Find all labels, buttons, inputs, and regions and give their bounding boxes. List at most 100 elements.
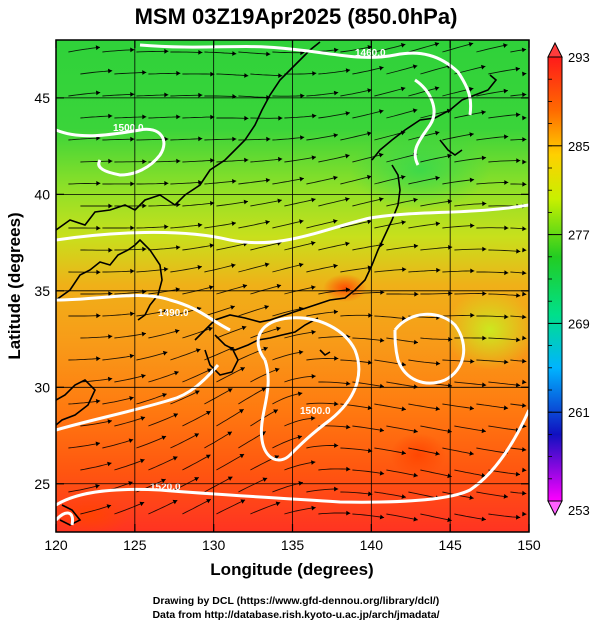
streamline — [272, 351, 304, 361]
wind-arrowhead — [108, 247, 113, 253]
streamline — [170, 433, 200, 449]
streamline — [442, 403, 475, 410]
streamline — [238, 95, 271, 99]
wind-arrowhead — [412, 64, 418, 69]
wind-arrowhead — [522, 226, 527, 232]
streamline — [318, 381, 351, 385]
streamline — [476, 271, 509, 274]
streamline — [216, 408, 244, 427]
wind-arrowhead — [240, 367, 245, 372]
streamline — [250, 241, 282, 251]
wind-arrowhead — [345, 197, 350, 202]
streamline — [306, 92, 339, 97]
streamline — [476, 359, 509, 363]
wind-arrowhead — [276, 326, 281, 332]
wind-arrowhead — [239, 409, 244, 414]
streamline — [80, 462, 112, 471]
streamline — [340, 132, 372, 141]
contour-label: 1490.0 — [158, 308, 189, 319]
wind-arrowhead — [244, 157, 249, 163]
wind-arrowhead — [263, 346, 268, 352]
streamline — [408, 359, 441, 365]
streamline — [68, 400, 101, 405]
wind-arrowhead — [129, 353, 134, 359]
wind-arrowhead — [311, 197, 316, 203]
wind-arrowhead — [447, 428, 452, 434]
streamline — [272, 136, 305, 141]
streamline — [238, 477, 268, 493]
wind-arrowhead — [504, 270, 509, 276]
wind-arrowhead — [522, 403, 527, 408]
streamline — [250, 284, 282, 295]
wind-arrowhead — [210, 71, 215, 77]
streamline — [182, 116, 215, 119]
streamline — [386, 109, 418, 119]
streamline — [250, 502, 281, 515]
colorbar-label: 293 — [568, 50, 590, 65]
wind-arrowhead — [481, 64, 486, 70]
streamline — [216, 453, 245, 471]
wind-arrowhead — [333, 263, 338, 269]
wind-arrowhead — [231, 221, 236, 226]
wind-arrowhead — [516, 514, 521, 520]
wind-arrowhead — [297, 435, 302, 440]
streamline — [420, 425, 452, 433]
streamline — [272, 177, 304, 185]
streamline — [408, 269, 441, 273]
streamline — [68, 182, 101, 185]
streamline — [340, 46, 372, 53]
wind-arrowhead — [469, 86, 474, 92]
streamline — [238, 51, 271, 55]
wind-arrowhead — [242, 284, 248, 289]
wind-arrowhead — [515, 382, 521, 388]
streamline — [182, 159, 215, 163]
wind-arrowhead — [107, 376, 113, 382]
streamline — [250, 73, 283, 77]
wind-arrowhead — [367, 88, 372, 93]
streamline — [284, 198, 316, 207]
wind-arrowhead — [107, 461, 112, 467]
streamline — [306, 311, 339, 317]
wind-arrowhead — [174, 370, 179, 376]
wind-arrowhead — [401, 406, 406, 412]
wind-arrowhead — [244, 115, 249, 121]
streamline — [488, 337, 521, 341]
streamline — [306, 357, 339, 361]
streamline — [136, 94, 169, 97]
wind-arrowhead — [95, 399, 101, 404]
warm-anomaly-honshu — [323, 274, 367, 302]
wind-arrowhead — [142, 203, 147, 209]
streamline — [340, 220, 372, 229]
streamline — [238, 387, 267, 405]
contour-east-upper — [413, 78, 436, 166]
chart-title: MSM 03Z19Apr2025 (850.0hPa) — [135, 4, 458, 29]
wind-arrowhead — [522, 291, 527, 297]
streamline — [420, 513, 452, 521]
wind-arrowhead — [195, 348, 201, 353]
wind-arrowhead — [128, 481, 133, 486]
streamline — [114, 332, 147, 339]
wind-arrowhead — [274, 367, 280, 373]
contour-1520 — [56, 409, 529, 507]
wind-arrowhead — [469, 132, 474, 137]
wind-arrowhead — [481, 516, 486, 522]
wind-arrowhead — [412, 108, 418, 114]
streamline — [114, 459, 145, 471]
contour-1500-south — [56, 364, 220, 432]
streamline — [204, 222, 237, 229]
wind-arrowhead — [209, 285, 214, 290]
wind-arrowhead — [205, 454, 211, 459]
wind-arrowhead — [435, 406, 440, 411]
wind-arrowhead — [447, 473, 452, 479]
streamline — [148, 456, 178, 471]
streamline — [386, 245, 419, 251]
wind-arrowhead — [470, 359, 475, 364]
wind-arrowhead — [522, 490, 527, 496]
wind-arrowhead — [142, 246, 147, 252]
wind-arrowhead — [206, 411, 211, 416]
wind-arrowhead — [333, 175, 338, 181]
streamline — [386, 469, 418, 477]
green-pocket-east — [445, 290, 529, 370]
streamline — [442, 270, 475, 273]
